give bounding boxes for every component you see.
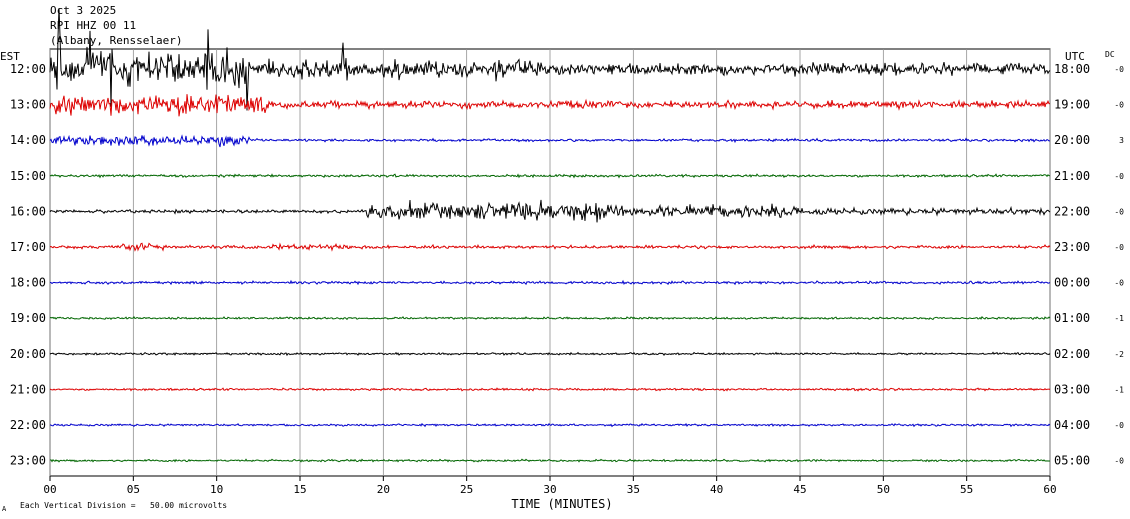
footer-mark: A <box>2 505 7 513</box>
x-tick-label: 50 <box>877 483 890 496</box>
dc-offset-label: -0 <box>1114 65 1124 74</box>
utc-hour-label: 05:00 <box>1054 454 1090 468</box>
dc-offset-label: -2 <box>1114 350 1124 359</box>
utc-hour-label: 23:00 <box>1054 240 1090 254</box>
x-tick-label: 00 <box>43 483 56 496</box>
utc-hour-label: 01:00 <box>1054 311 1090 325</box>
x-tick-label: 15 <box>293 483 306 496</box>
est-hour-label: 22:00 <box>10 418 46 432</box>
seismogram-traces <box>49 8 1051 463</box>
row-labels: 12:00 18:00 -0 13:00 19:00 -0 14:00 20:00 3 15:00… <box>10 62 1124 468</box>
est-hour-label: 13:00 <box>10 98 46 112</box>
utc-hour-label: 20:00 <box>1054 133 1090 147</box>
footer-scale-note: Each Vertical Division = 50.00 microvolt… <box>20 501 227 510</box>
dc-offset-label: -0 <box>1114 421 1124 430</box>
x-tick-label: 35 <box>627 483 640 496</box>
trace-line-2100 <box>49 387 1051 392</box>
x-tick-label: 40 <box>710 483 723 496</box>
x-tick-label: 55 <box>960 483 973 496</box>
x-tick-label: 20 <box>377 483 390 496</box>
trace-line-2000 <box>49 351 1051 357</box>
dc-offset-label: -0 <box>1114 279 1124 288</box>
dc-offset-label: -0 <box>1114 457 1124 466</box>
utc-hour-label: 18:00 <box>1054 62 1090 76</box>
est-hour-label: 23:00 <box>10 454 46 468</box>
x-tick-label: 30 <box>543 483 556 496</box>
chart-header-channel: RPI HHZ 00 11 <box>50 19 137 32</box>
est-axis-label: EST <box>0 50 20 63</box>
utc-hour-label: 02:00 <box>1054 347 1090 361</box>
trace-line-1600 <box>49 199 1051 223</box>
dc-offset-label: -1 <box>1114 385 1124 394</box>
utc-hour-label: 19:00 <box>1054 98 1090 112</box>
chart-grid <box>49 48 1051 477</box>
dc-offset-label: 3 <box>1119 136 1124 145</box>
est-hour-label: 16:00 <box>10 204 46 218</box>
x-axis-ticks: 00 05 10 15 20 25 30 35 40 45 50 55 60 <box>43 476 1057 496</box>
est-hour-label: 14:00 <box>10 133 46 147</box>
utc-hour-label: 03:00 <box>1054 382 1090 396</box>
est-hour-label: 19:00 <box>10 311 46 325</box>
x-tick-label: 10 <box>210 483 223 496</box>
est-hour-label: 12:00 <box>10 62 46 76</box>
utc-hour-label: 22:00 <box>1054 204 1090 218</box>
est-hour-label: 15:00 <box>10 169 46 183</box>
x-tick-label: 25 <box>460 483 473 496</box>
trace-line-1400 <box>49 134 1050 148</box>
dc-label: DC <box>1105 50 1115 59</box>
dc-offset-label: -0 <box>1114 207 1124 216</box>
utc-hour-label: 21:00 <box>1054 169 1090 183</box>
chart-header-date: Oct 3 2025 <box>50 4 117 17</box>
utc-hour-label: 00:00 <box>1054 276 1090 290</box>
trace-line-1800 <box>49 279 1051 286</box>
trace-line-2300 <box>49 458 1051 463</box>
est-hour-label: 18:00 <box>10 276 46 290</box>
trace-line-2200 <box>49 422 1051 428</box>
trace-line-1500 <box>49 173 1051 179</box>
trace-line-1700 <box>49 242 1051 252</box>
dc-offset-label: -1 <box>1114 314 1124 323</box>
est-hour-label: 17:00 <box>10 240 46 254</box>
utc-axis-label: UTC <box>1065 50 1085 63</box>
trace-line-1900 <box>49 316 1051 321</box>
dc-offset-label: -0 <box>1114 172 1124 181</box>
trace-line-1200 <box>49 8 1051 111</box>
x-tick-label: 60 <box>1043 483 1056 496</box>
dc-offset-label: -0 <box>1114 243 1124 252</box>
x-tick-label: 05 <box>127 483 140 496</box>
trace-line-1300 <box>49 94 1051 117</box>
utc-hour-label: 04:00 <box>1054 418 1090 432</box>
est-hour-label: 20:00 <box>10 347 46 361</box>
x-axis-label: TIME (MINUTES) <box>511 497 612 511</box>
est-hour-label: 21:00 <box>10 382 46 396</box>
dc-offset-label: -0 <box>1114 101 1124 110</box>
x-tick-label: 45 <box>793 483 806 496</box>
